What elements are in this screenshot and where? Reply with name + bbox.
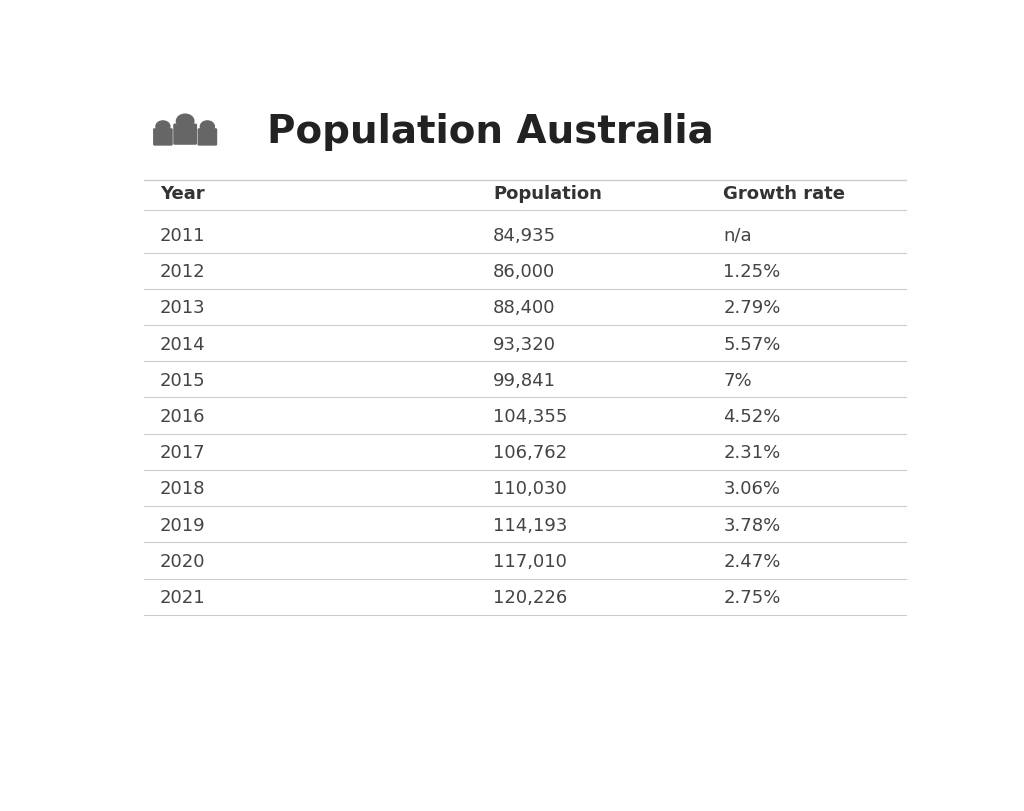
Text: 86,000: 86,000 (494, 264, 555, 281)
Text: Population: Population (494, 185, 602, 203)
Text: 104,355: 104,355 (494, 408, 567, 426)
Circle shape (176, 114, 194, 128)
Text: Year: Year (160, 185, 205, 203)
Text: 2.31%: 2.31% (723, 444, 780, 462)
Text: 2017: 2017 (160, 444, 206, 462)
Text: 2.75%: 2.75% (723, 589, 780, 607)
FancyBboxPatch shape (173, 123, 197, 145)
Text: 2015: 2015 (160, 371, 206, 390)
Text: 7%: 7% (723, 371, 752, 390)
Text: 2014: 2014 (160, 336, 206, 354)
Text: 2018: 2018 (160, 480, 205, 499)
Text: Growth rate: Growth rate (723, 185, 845, 203)
Text: 93,320: 93,320 (494, 336, 556, 354)
Text: 99,841: 99,841 (494, 371, 556, 390)
Text: 2011: 2011 (160, 227, 205, 245)
Text: n/a: n/a (723, 227, 752, 245)
FancyBboxPatch shape (198, 128, 217, 146)
Text: 88,400: 88,400 (494, 299, 556, 317)
Text: 114,193: 114,193 (494, 517, 567, 534)
Text: Population Australia: Population Australia (267, 113, 714, 151)
Circle shape (156, 121, 170, 132)
Text: 2.79%: 2.79% (723, 299, 780, 317)
Text: 1.25%: 1.25% (723, 264, 780, 281)
Text: 5.57%: 5.57% (723, 336, 780, 354)
Text: 110,030: 110,030 (494, 480, 567, 499)
Text: 2020: 2020 (160, 553, 205, 571)
Text: 2016: 2016 (160, 408, 205, 426)
Text: 3.06%: 3.06% (723, 480, 780, 499)
FancyBboxPatch shape (153, 128, 173, 146)
Text: 2021: 2021 (160, 589, 206, 607)
Text: 2012: 2012 (160, 264, 206, 281)
Text: 2019: 2019 (160, 517, 206, 534)
Text: 106,762: 106,762 (494, 444, 567, 462)
Text: 117,010: 117,010 (494, 553, 567, 571)
Text: 3.78%: 3.78% (723, 517, 780, 534)
Text: 2013: 2013 (160, 299, 206, 317)
Text: 120,226: 120,226 (494, 589, 567, 607)
Text: 4.52%: 4.52% (723, 408, 780, 426)
Text: 84,935: 84,935 (494, 227, 556, 245)
Circle shape (201, 121, 214, 132)
Text: 2.47%: 2.47% (723, 553, 780, 571)
